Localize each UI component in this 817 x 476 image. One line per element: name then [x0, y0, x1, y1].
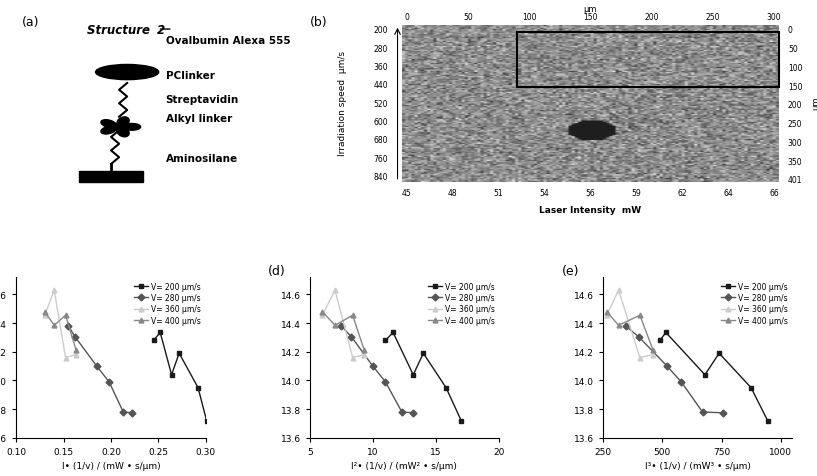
Ellipse shape [123, 124, 141, 131]
Text: 66: 66 [770, 189, 779, 198]
X-axis label: I• (1/v) / (mW • s/μm): I• (1/v) / (mW • s/μm) [61, 461, 160, 470]
Text: 760: 760 [373, 154, 388, 163]
Text: 300: 300 [767, 13, 781, 22]
Text: 2: 2 [157, 24, 165, 37]
Text: 0: 0 [404, 13, 409, 22]
Text: Laser Intensity  mW: Laser Intensity mW [539, 206, 641, 215]
Text: 54: 54 [539, 189, 549, 198]
Text: 51: 51 [493, 189, 503, 198]
Ellipse shape [101, 120, 116, 129]
X-axis label: I³• (1/v) / (mW³ • s/μm): I³• (1/v) / (mW³ • s/μm) [645, 461, 751, 470]
Text: Alkyl linker: Alkyl linker [166, 113, 232, 123]
Text: 200: 200 [645, 13, 659, 22]
Text: 200: 200 [374, 26, 388, 35]
Text: 401: 401 [788, 176, 802, 185]
Ellipse shape [117, 128, 129, 138]
Text: 100: 100 [522, 13, 537, 22]
Legend: V= 200 μm/s, V= 280 μm/s, V= 360 μm/s, V= 400 μm/s: V= 200 μm/s, V= 280 μm/s, V= 360 μm/s, V… [132, 279, 204, 328]
Text: (d): (d) [268, 265, 286, 278]
Text: 300: 300 [788, 139, 802, 148]
Text: 56: 56 [586, 189, 596, 198]
Text: 150: 150 [788, 82, 802, 91]
Text: μm: μm [583, 5, 597, 14]
Text: Ovalbumin Alexa 555: Ovalbumin Alexa 555 [166, 36, 290, 46]
Text: 62: 62 [677, 189, 687, 198]
Text: μm: μm [811, 97, 817, 110]
Ellipse shape [117, 118, 129, 128]
Text: 440: 440 [373, 81, 388, 90]
Text: 45: 45 [402, 189, 412, 198]
Text: 100: 100 [788, 64, 802, 73]
Text: 250: 250 [788, 120, 802, 129]
Text: 350: 350 [788, 158, 802, 166]
Text: 360: 360 [373, 63, 388, 72]
Text: (b): (b) [310, 16, 328, 29]
Text: PClinker: PClinker [166, 71, 215, 81]
Text: (a): (a) [22, 16, 39, 29]
Text: 59: 59 [632, 189, 641, 198]
Text: 680: 680 [374, 136, 388, 145]
Text: 250: 250 [706, 13, 720, 22]
Circle shape [113, 124, 126, 131]
Text: 150: 150 [583, 13, 598, 22]
Ellipse shape [96, 65, 158, 80]
Text: 520: 520 [374, 99, 388, 109]
Text: 50: 50 [463, 13, 473, 22]
Text: 64: 64 [723, 189, 733, 198]
Text: Irradiation speed  μm/s: Irradiation speed μm/s [338, 51, 347, 156]
Ellipse shape [101, 127, 116, 135]
Text: Structure: Structure [87, 24, 154, 37]
Text: 840: 840 [374, 173, 388, 182]
Legend: V= 200 μm/s, V= 280 μm/s, V= 360 μm/s, V= 400 μm/s: V= 200 μm/s, V= 280 μm/s, V= 360 μm/s, V… [425, 279, 498, 328]
Text: 280: 280 [374, 45, 388, 54]
Text: 200: 200 [788, 101, 802, 110]
Bar [517, 32, 779, 88]
Text: Streptavidin: Streptavidin [166, 95, 239, 105]
Text: (e): (e) [561, 265, 579, 278]
Legend: V= 200 μm/s, V= 280 μm/s, V= 360 μm/s, V= 400 μm/s: V= 200 μm/s, V= 280 μm/s, V= 360 μm/s, V… [718, 279, 791, 328]
Text: Aminosilane: Aminosilane [166, 154, 238, 164]
Text: 50: 50 [788, 45, 797, 54]
X-axis label: I²• (1/v) / (mW² • s/μm): I²• (1/v) / (mW² • s/μm) [351, 461, 458, 470]
Text: 0: 0 [788, 26, 792, 35]
Text: 48: 48 [448, 189, 458, 198]
FancyBboxPatch shape [79, 171, 143, 182]
Text: 600: 600 [373, 118, 388, 127]
